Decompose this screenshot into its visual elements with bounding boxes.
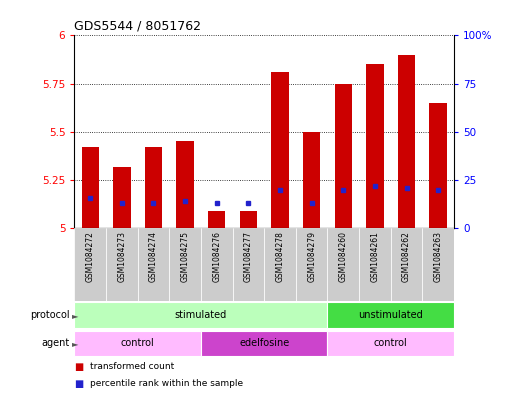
Bar [327, 331, 454, 356]
Bar [327, 303, 454, 328]
Bar [303, 132, 320, 228]
Bar [169, 228, 201, 301]
Text: GSM1084272: GSM1084272 [86, 231, 95, 282]
Bar [391, 228, 422, 301]
Text: GSM1084278: GSM1084278 [275, 231, 285, 282]
Bar [366, 64, 384, 228]
Text: ■: ■ [74, 362, 84, 371]
Bar [208, 211, 225, 228]
Text: GSM1084260: GSM1084260 [339, 231, 348, 282]
Text: ►: ► [72, 339, 78, 348]
Bar [264, 228, 296, 301]
Text: edelfosine: edelfosine [239, 338, 289, 348]
Text: GSM1084276: GSM1084276 [212, 231, 221, 282]
Text: stimulated: stimulated [175, 310, 227, 320]
Bar [240, 211, 257, 228]
Text: GSM1084261: GSM1084261 [370, 231, 380, 282]
Text: agent: agent [41, 338, 69, 349]
Bar [82, 147, 99, 228]
Text: unstimulated: unstimulated [359, 310, 423, 320]
Bar [137, 228, 169, 301]
Bar [271, 72, 289, 228]
Bar [232, 228, 264, 301]
Text: percentile rank within the sample: percentile rank within the sample [90, 379, 243, 388]
Bar [74, 331, 201, 356]
Bar [429, 103, 447, 228]
Text: control: control [121, 338, 154, 348]
Bar [422, 228, 454, 301]
Text: transformed count: transformed count [90, 362, 174, 371]
Bar [296, 228, 327, 301]
Text: GDS5544 / 8051762: GDS5544 / 8051762 [74, 20, 202, 33]
Bar [201, 228, 232, 301]
Text: protocol: protocol [30, 310, 69, 320]
Text: ►: ► [72, 311, 78, 320]
Text: GSM1084277: GSM1084277 [244, 231, 253, 282]
Bar [359, 228, 391, 301]
Bar [106, 228, 137, 301]
Text: GSM1084275: GSM1084275 [181, 231, 190, 282]
Bar [74, 303, 327, 328]
Bar [145, 147, 162, 228]
Bar [176, 141, 194, 228]
Text: ■: ■ [74, 379, 84, 389]
Text: control: control [374, 338, 408, 348]
Bar [201, 331, 327, 356]
Bar [113, 167, 130, 228]
Bar [334, 84, 352, 228]
Text: GSM1084274: GSM1084274 [149, 231, 158, 282]
Text: GSM1084263: GSM1084263 [433, 231, 443, 282]
Bar [74, 228, 106, 301]
Text: GSM1084273: GSM1084273 [117, 231, 126, 282]
Bar [327, 228, 359, 301]
Bar [398, 55, 415, 228]
Text: GSM1084279: GSM1084279 [307, 231, 316, 282]
Text: GSM1084262: GSM1084262 [402, 231, 411, 282]
